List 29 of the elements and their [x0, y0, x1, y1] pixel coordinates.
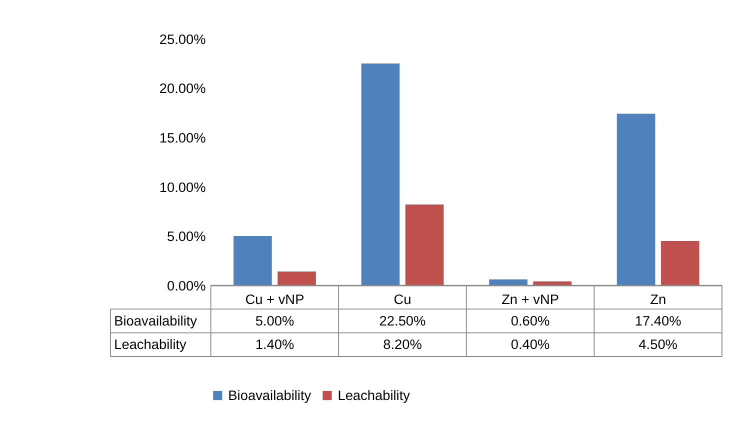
data-label: 4.50% [638, 337, 678, 352]
data-label: 8.20% [383, 337, 422, 352]
x-tick-label: Cu [394, 292, 412, 308]
data-label: 5.00% [255, 313, 294, 328]
x-tick-label: Zn + vNP [502, 292, 560, 308]
y-tick-label: 20.00% [159, 81, 206, 96]
y-tick-label: 0.00% [167, 278, 206, 294]
data-label: 0.40% [510, 337, 550, 352]
bar [660, 240, 700, 286]
bar [234, 236, 272, 286]
data-label: 1.40% [255, 337, 294, 352]
x-tick-label: Zn [650, 292, 666, 308]
legend-label: Leachability [338, 388, 410, 404]
bar [278, 272, 316, 286]
data-label: 0.60% [510, 313, 550, 328]
y-tick-label: 15.00% [159, 130, 206, 146]
y-tick-label: 10.00% [159, 180, 206, 195]
bar [361, 64, 400, 286]
bar [405, 204, 444, 286]
text: Bioavailability [114, 313, 198, 328]
data-label: 17.40% [634, 313, 682, 328]
data-label: 22.50% [379, 313, 426, 328]
bar [489, 279, 528, 286]
y-tick-label: 25.00% [159, 32, 206, 47]
y-tick-label: 5.00% [167, 229, 206, 244]
x-tick-label: Cu + vNP [245, 292, 304, 308]
text: Leachability [114, 337, 186, 352]
legend-label: Bioavailability [228, 388, 312, 404]
bar [616, 114, 656, 286]
